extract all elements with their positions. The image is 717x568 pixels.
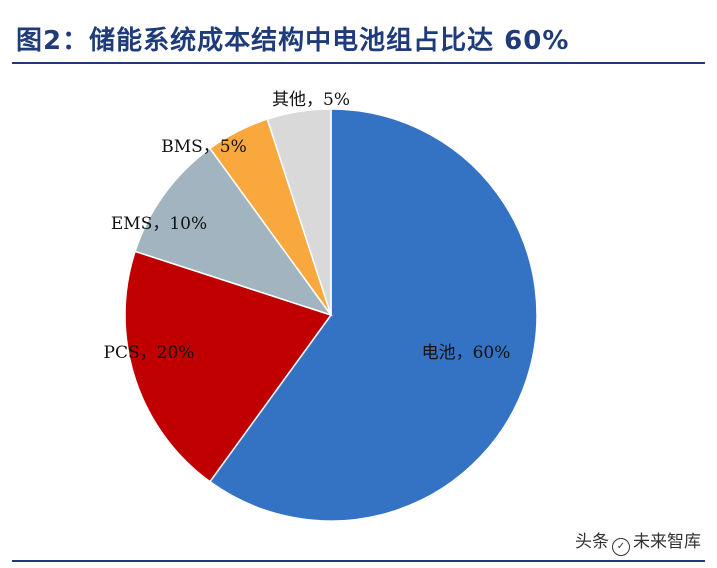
- chart-title: 图2：储能系统成本结构中电池组占比达 60%: [16, 26, 570, 56]
- pie-slice-4: [266, 108, 332, 316]
- slice-label-3: BMS，5%: [161, 137, 247, 157]
- title-rule: [12, 62, 705, 64]
- watermark: 头条 ✓ 未来智库: [575, 527, 701, 556]
- watermark-prefix: 头条: [575, 532, 609, 552]
- pie-slice-0: [208, 108, 538, 522]
- slice-label-2: EMS，10%: [111, 214, 207, 234]
- bottom-rule: [12, 560, 705, 562]
- slice-label-1: PCS，20%: [104, 343, 195, 363]
- wechat-icon: ✓: [612, 538, 630, 556]
- pie-slice-2: [134, 147, 333, 317]
- watermark-name: 未来智库: [633, 532, 701, 552]
- slice-label-0: 电池，60%: [422, 343, 511, 363]
- pie-slice-1: [124, 250, 333, 483]
- slice-label-4: 其他，5%: [272, 90, 350, 110]
